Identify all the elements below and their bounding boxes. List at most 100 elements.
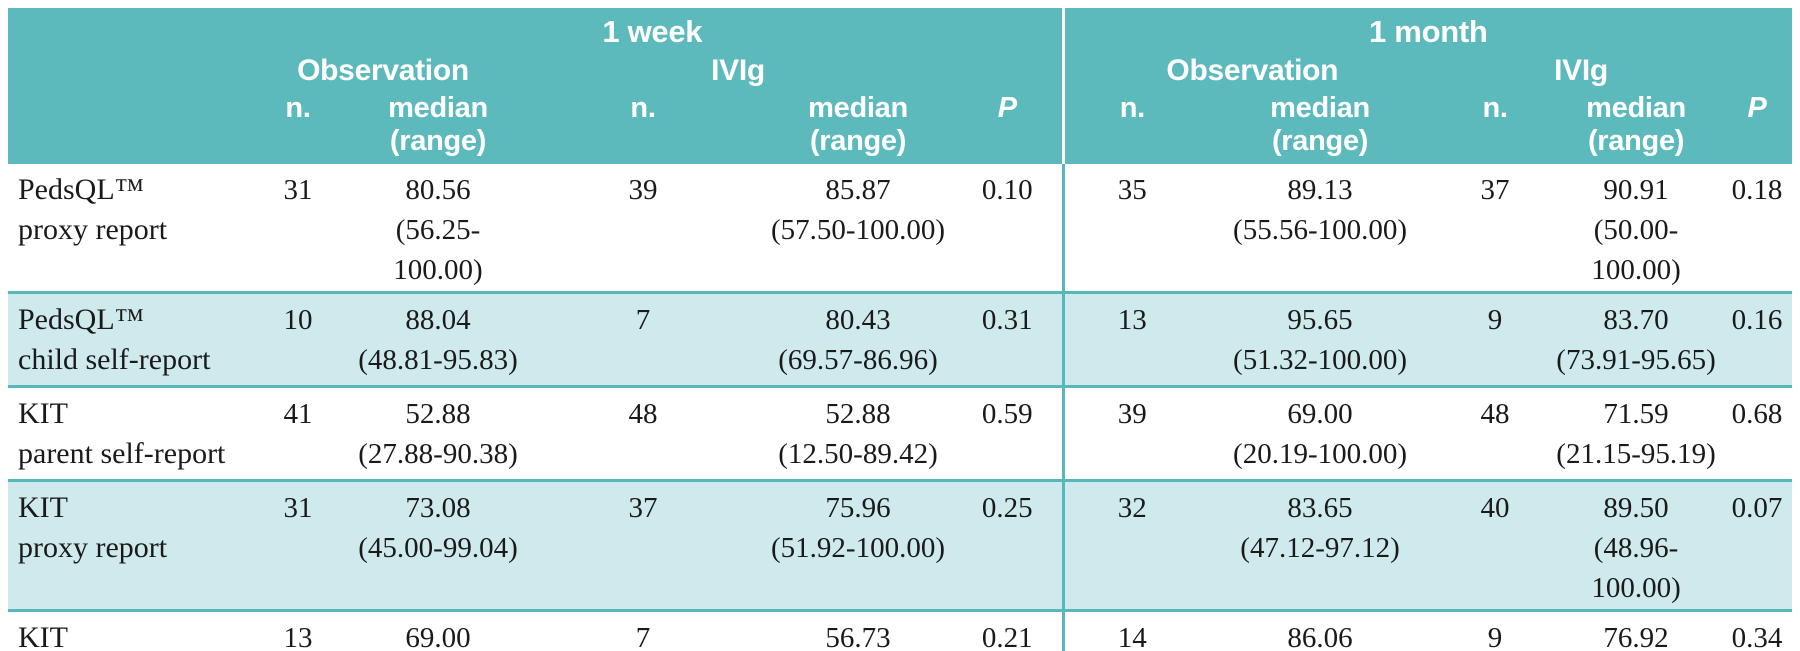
cell-n-ivig-month: 48 [1440, 385, 1551, 481]
col-header-median-obs-month: median (range) [1200, 91, 1441, 164]
col-header-n-ivig-week: n. [523, 91, 763, 164]
cell-n-ivig-week: 48 [523, 385, 763, 481]
median-value: 88.04 [405, 304, 471, 336]
col-header-p-month: P [1722, 91, 1793, 164]
median-value: 52.88 [825, 398, 891, 430]
header-row-sections: 1 week 1 month [8, 8, 1793, 164]
range-value: (47.12-97.12) [1240, 532, 1400, 564]
range-label: (range) [809, 125, 907, 157]
cell-n-obs-month: 14 [1061, 609, 1201, 651]
range-value: (48.81-95.83) [358, 344, 518, 376]
median-value: 76.92 [1603, 622, 1669, 651]
cell-n-obs-month: 32 [1061, 479, 1201, 611]
header-row-columns: n. median (range) n. median (range) P n. m… [8, 91, 1793, 164]
row-label: KIT parent self-report [8, 385, 243, 481]
cell-median-obs-month: 83.65 (47.12-97.12) [1200, 479, 1441, 611]
group-header-observation-week: Observation [243, 53, 523, 91]
col-header-n-ivig-month: n. [1440, 91, 1551, 164]
cell-median-obs-week: 52.88 (27.88-90.38) [353, 385, 523, 481]
table-body: PedsQL™ proxy report 31 80.56 (56.25-100.0… [8, 164, 1793, 651]
range-value: (51.32-100.00) [1233, 344, 1408, 376]
median-value: 85.87 [825, 174, 891, 206]
row-label-line1: KIT [18, 621, 68, 651]
median-label: median [808, 92, 908, 124]
median-value: 52.88 [405, 398, 471, 430]
range-value: (45.00-99.04) [358, 532, 518, 564]
median-value: 83.70 [1603, 304, 1669, 336]
cell-p-week: 0.25 [953, 479, 1064, 611]
cell-p-week: 0.21 [953, 609, 1064, 651]
range-label: (range) [389, 125, 487, 157]
group-header-ivig-week: IVIg [523, 53, 953, 91]
col-header-n-obs-month: n. [1061, 91, 1201, 164]
median-value: 83.65 [1287, 492, 1353, 524]
cell-n-obs-week: 41 [243, 385, 353, 481]
cell-p-month: 0.18 [1722, 164, 1793, 293]
range-value: (73.91-95.65) [1556, 344, 1716, 376]
range-value: (21.15-95.19) [1556, 438, 1716, 470]
range-value: (55.56-100.00) [1233, 214, 1408, 246]
median-value: 90.91 [1603, 174, 1669, 206]
cell-n-obs-week: 10 [243, 291, 353, 387]
row-label-line1: PedsQL™ [18, 173, 145, 206]
cell-median-ivig-week: 75.96 (51.92-100.00) [763, 479, 953, 611]
range-value: (12.50-89.42) [778, 438, 938, 470]
group-header-observation-month: Observation [1061, 53, 1441, 91]
cell-p-month: 0.16 [1722, 291, 1793, 387]
cell-median-obs-week: 80.56 (56.25-100.00) [353, 164, 523, 293]
row-label: PedsQL™ proxy report [8, 164, 243, 293]
row-label: KIT proxy report [8, 479, 243, 611]
median-label: median [1586, 92, 1686, 124]
range-value: (20.19-100.00) [1233, 438, 1408, 470]
cell-n-obs-week: 31 [243, 164, 353, 293]
cell-p-month: 0.07 [1722, 479, 1793, 611]
cell-median-obs-week: 88.04 (48.81-95.83) [353, 291, 523, 387]
cell-p-week: 0.10 [953, 164, 1064, 293]
header-row-groups: Observation IVIg Observation IVIg [8, 53, 1793, 91]
cell-n-ivig-month: 40 [1440, 479, 1551, 611]
cell-n-obs-month: 39 [1061, 385, 1201, 481]
row-label-line1: KIT [18, 491, 68, 524]
cell-median-obs-week: 73.08 (45.00-99.04) [353, 479, 523, 611]
label-column-header [8, 8, 243, 164]
range-value: (27.88-90.38) [358, 438, 518, 470]
row-label-line1: PedsQL™ [18, 303, 145, 336]
cell-median-ivig-week: 85.87 (57.50-100.00) [763, 164, 953, 293]
section-header-1week: 1 week [243, 8, 1064, 53]
table-row-kit-child: KITchild self-report 13 69.00(53.85-100.… [8, 609, 1793, 651]
cell-p-week: 0.59 [953, 385, 1064, 481]
cell-n-ivig-month: 9 [1440, 609, 1551, 651]
range-value: (57.50-100.00) [771, 214, 945, 246]
median-value: 56.73 [825, 622, 891, 651]
median-value: 69.00 [405, 622, 471, 651]
cell-n-ivig-month: 37 [1440, 164, 1551, 293]
cell-median-obs-month: 95.65 (51.32-100.00) [1200, 291, 1441, 387]
median-value: 86.06 [1287, 622, 1353, 651]
row-label-line2: child self-report [18, 343, 211, 376]
table-row-kit-parent: KIT parent self-report 41 52.88 (27.88-90.… [8, 385, 1793, 481]
table-row-pedsql-proxy: PedsQL™ proxy report 31 80.56 (56.25-100.0… [8, 164, 1793, 293]
cell-median-ivig-month: 90.91 (50.00-100.00) [1550, 164, 1723, 293]
row-label: PedsQL™ child self-report [8, 291, 243, 387]
cell-median-obs-week: 69.00(53.85-100.00) [353, 609, 523, 651]
cell-n-ivig-week: 7 [523, 609, 763, 651]
range-label: (range) [1587, 125, 1685, 157]
cell-median-ivig-week: 56.73(42.31-94.23) [763, 609, 953, 651]
median-label: median [1270, 92, 1370, 124]
results-table: 1 week 1 month Observation IVIg Observat… [8, 8, 1793, 651]
range-value: (51.92-100.00) [771, 532, 945, 564]
col-header-p-week: P [953, 91, 1064, 164]
cell-n-ivig-month: 9 [1440, 291, 1551, 387]
row-label-line2: proxy report [18, 213, 168, 246]
col-header-median-ivig-week: median (range) [763, 91, 953, 164]
median-value: 71.59 [1603, 398, 1669, 430]
cell-n-obs-week: 31 [243, 479, 353, 611]
median-value: 89.50 [1603, 492, 1669, 524]
median-value: 95.65 [1287, 304, 1353, 336]
group-header-spacer-month [1722, 53, 1793, 91]
median-value: 75.96 [825, 492, 891, 524]
cell-n-ivig-week: 7 [523, 291, 763, 387]
group-header-ivig-month: IVIg [1440, 53, 1723, 91]
median-label: median [388, 92, 488, 124]
col-header-median-obs-week: median (range) [353, 91, 523, 164]
